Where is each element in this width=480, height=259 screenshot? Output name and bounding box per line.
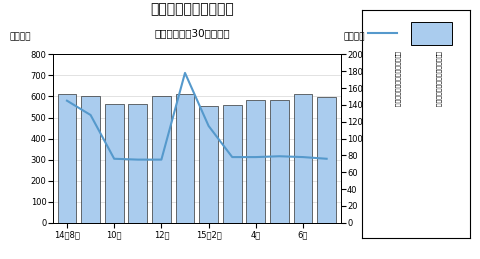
Bar <box>199 106 218 223</box>
Bar <box>317 97 336 223</box>
Text: （千円）: （千円） <box>10 32 31 41</box>
Bar <box>58 94 76 223</box>
Text: 常用労働者１人平均現金給与総額: 常用労働者１人平均現金給与総額 <box>394 51 400 108</box>
Text: （時間）: （時間） <box>343 32 365 41</box>
Bar <box>294 94 312 223</box>
Bar <box>176 94 194 223</box>
Bar <box>270 100 289 223</box>
Text: （事業所規模30人以上）: （事業所規模30人以上） <box>154 28 230 39</box>
Text: 賃金と労働時間の推移: 賃金と労働時間の推移 <box>150 3 234 17</box>
Text: 常用労働者１人平均総実労働時間: 常用労働者１人平均総実労働時間 <box>435 51 441 108</box>
Bar <box>128 104 147 223</box>
Bar <box>246 100 265 223</box>
Bar <box>223 105 241 223</box>
Bar <box>411 22 452 45</box>
Bar <box>105 104 124 223</box>
Bar <box>152 96 171 223</box>
Bar <box>81 96 100 223</box>
